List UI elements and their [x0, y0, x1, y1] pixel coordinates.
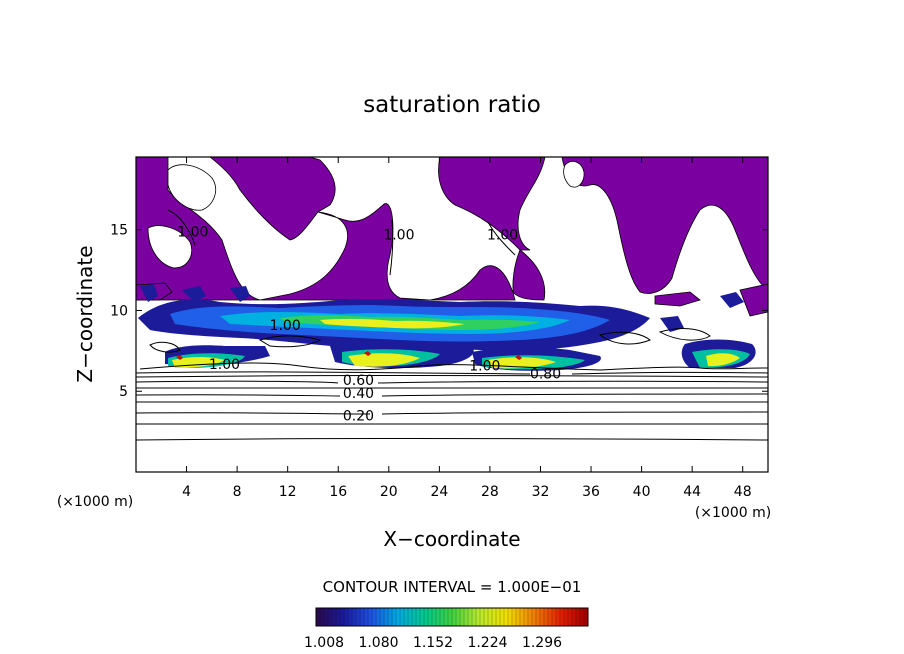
contour-line — [136, 393, 768, 397]
contour-label: 1.00 — [209, 357, 240, 373]
band-layer-yellow — [320, 318, 465, 329]
contour-line — [167, 209, 196, 246]
x-axis-label: X−coordinate — [383, 527, 520, 551]
purple-region — [136, 157, 768, 301]
y-tick-label: 10 — [110, 303, 128, 319]
contour-label: 1.00 — [469, 358, 500, 374]
contour-label: 0.80 — [530, 366, 561, 382]
band-lower-yellow — [706, 353, 740, 367]
colorbar-tick-label: 1.224 — [467, 635, 507, 651]
x-tick-label: 48 — [734, 484, 752, 500]
contour-label: 1.00 — [270, 318, 301, 334]
colorbar-tick-label: 1.080 — [358, 635, 398, 651]
contour-line — [136, 438, 768, 441]
contour-line — [258, 335, 322, 348]
contour-line — [136, 375, 768, 378]
plot-area: 0.20 0.400.60 0.80 1.00 1.00 1.00 1.00 1.00 1.00 — [136, 157, 768, 441]
colorbar-stripes — [319, 608, 585, 626]
purple-hole — [147, 225, 192, 269]
x-tick-label: 44 — [683, 484, 701, 500]
colorbar-tick-label: 1.152 — [413, 635, 453, 651]
contour-line — [598, 331, 651, 345]
colorbar-tick-label: 1.008 — [304, 635, 344, 651]
x-tick-label: 28 — [481, 484, 499, 500]
contour-line — [136, 380, 768, 384]
purple-fleck — [739, 283, 768, 317]
x-tick-label: 20 — [380, 484, 398, 500]
contour-line — [136, 386, 768, 389]
purple-fleck — [654, 291, 701, 307]
band-lower-yellow — [348, 353, 420, 367]
plot-frame — [135, 156, 769, 473]
contour-interval-text: CONTOUR INTERVAL = 1.000E−01 — [323, 578, 582, 596]
x-tick-label: 32 — [532, 484, 550, 500]
x-tick-label: 40 — [633, 484, 651, 500]
x-tick-label: 8 — [233, 484, 242, 500]
x-tick-label: 24 — [430, 484, 448, 500]
x-tick-label: 36 — [582, 484, 600, 500]
x-unit-left: (×1000 m) — [57, 494, 133, 510]
y-axis: 5 10 15 — [110, 223, 768, 400]
contour-line — [139, 362, 768, 371]
x-unit-right: (×1000 m) — [695, 505, 771, 521]
purple-hole — [167, 164, 216, 211]
contour-label: 1.00 — [487, 228, 518, 244]
band-speckle-navy — [140, 284, 744, 332]
contour-label: 0.40 — [343, 386, 374, 402]
y-tick-label: 5 — [119, 384, 128, 400]
colorbar-tick-label: 1.296 — [522, 635, 562, 651]
y-tick-label: 15 — [110, 223, 128, 239]
contour-line — [136, 400, 768, 403]
contour-line — [136, 422, 768, 425]
colorbar-rect — [315, 607, 589, 627]
contour-label: 0.20 — [343, 408, 374, 424]
chart-title: saturation ratio — [363, 92, 541, 118]
contour-label-group: 0.20 0.400.60 0.80 1.00 1.00 1.00 1.00 1.00 1.00 — [177, 224, 561, 424]
contour-line — [658, 328, 711, 341]
contour-line — [389, 219, 394, 276]
y-axis-label: Z−coordinate — [73, 245, 97, 382]
contour-line — [149, 341, 181, 353]
band-lower-yellow — [488, 357, 556, 369]
supersaturation-band — [138, 284, 756, 371]
purple-hole — [563, 161, 585, 188]
colorbar: 1.008 1.080 1.152 1.224 1.296 — [304, 607, 589, 651]
colorbar-labels: 1.008 1.080 1.152 1.224 1.296 — [304, 635, 562, 651]
x-tick-label: 12 — [279, 484, 297, 500]
x-tick-label: 16 — [329, 484, 347, 500]
contour-line — [136, 371, 768, 375]
x-tick-label: 4 — [182, 484, 191, 500]
contour-line — [136, 411, 768, 415]
contour-label: 1.00 — [177, 224, 208, 240]
purple-region-group — [136, 157, 768, 317]
contour-line — [487, 221, 516, 256]
contour-label: 0.60 — [343, 373, 374, 389]
contour-label: 1.00 — [383, 228, 414, 244]
x-axis: 4 8 12 16 20 24 28 32 36 40 44 48 — [182, 157, 752, 500]
